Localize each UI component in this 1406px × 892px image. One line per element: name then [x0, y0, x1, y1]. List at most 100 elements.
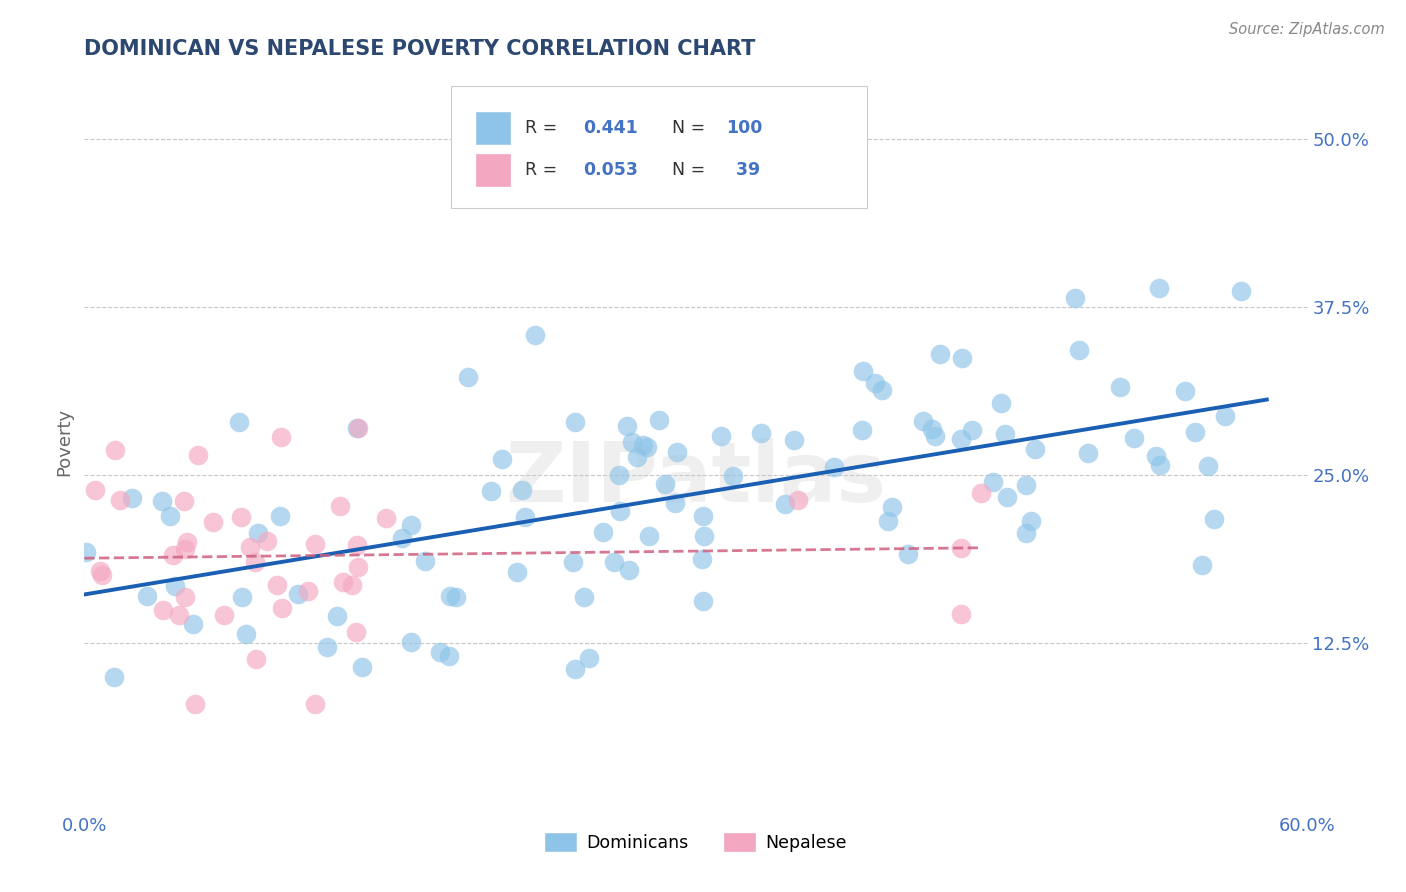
- Point: [150, 494, 173, 508]
- Point: [851, 424, 873, 438]
- Point: [90, 568, 112, 582]
- Point: [626, 450, 648, 464]
- Point: [721, 469, 744, 483]
- Point: [1015, 477, 1038, 491]
- Point: [287, 587, 309, 601]
- Point: [787, 493, 810, 508]
- Point: [245, 652, 267, 666]
- Point: [636, 441, 658, 455]
- Point: [995, 490, 1018, 504]
- Point: [1149, 458, 1171, 472]
- Point: [346, 538, 368, 552]
- Point: [960, 423, 983, 437]
- Text: ZIPatlas: ZIPatlas: [506, 438, 886, 519]
- Point: [228, 415, 250, 429]
- Point: [1184, 425, 1206, 440]
- FancyBboxPatch shape: [451, 87, 868, 209]
- Point: [654, 476, 676, 491]
- Point: [304, 697, 326, 711]
- Point: [121, 491, 143, 506]
- Text: Source: ZipAtlas.com: Source: ZipAtlas.com: [1229, 22, 1385, 37]
- Point: [89, 564, 111, 578]
- Point: [710, 429, 733, 443]
- Point: [162, 548, 184, 562]
- Point: [993, 426, 1015, 441]
- Point: [620, 435, 643, 450]
- Y-axis label: Poverty: Poverty: [55, 408, 73, 475]
- Point: [346, 421, 368, 435]
- Point: [103, 670, 125, 684]
- Point: [173, 542, 195, 557]
- Point: [269, 508, 291, 523]
- Point: [592, 524, 614, 539]
- Point: [247, 526, 270, 541]
- Point: [783, 434, 806, 448]
- Point: [108, 492, 131, 507]
- Point: [214, 607, 236, 622]
- Point: [876, 514, 898, 528]
- Point: [304, 537, 326, 551]
- Point: [152, 603, 174, 617]
- Point: [665, 445, 688, 459]
- Point: [231, 590, 253, 604]
- Point: [342, 578, 364, 592]
- Point: [693, 529, 716, 543]
- Point: [239, 540, 262, 554]
- Legend: Dominicans, Nepalese: Dominicans, Nepalese: [538, 826, 853, 859]
- Point: [457, 370, 479, 384]
- Point: [401, 635, 423, 649]
- Point: [616, 419, 638, 434]
- Point: [648, 413, 671, 427]
- Point: [950, 351, 973, 365]
- Point: [174, 591, 197, 605]
- Text: R =: R =: [524, 120, 562, 137]
- Point: [990, 395, 1012, 409]
- Point: [329, 500, 352, 514]
- Point: [104, 443, 127, 458]
- Point: [266, 577, 288, 591]
- Point: [880, 500, 903, 515]
- Text: 39: 39: [730, 161, 761, 178]
- Point: [344, 624, 367, 639]
- Point: [235, 627, 257, 641]
- Point: [187, 448, 209, 462]
- Point: [332, 575, 354, 590]
- Point: [374, 511, 396, 525]
- Point: [578, 650, 600, 665]
- Text: 100: 100: [727, 120, 763, 137]
- Point: [159, 508, 181, 523]
- Point: [1077, 446, 1099, 460]
- Point: [664, 496, 686, 510]
- Point: [981, 475, 1004, 490]
- Point: [347, 560, 370, 574]
- Point: [479, 483, 502, 498]
- Point: [523, 327, 546, 342]
- Point: [1149, 281, 1171, 295]
- Point: [950, 541, 973, 555]
- Point: [352, 659, 374, 673]
- Point: [1019, 514, 1042, 528]
- Point: [924, 429, 946, 443]
- Point: [949, 432, 972, 446]
- Point: [413, 554, 436, 568]
- Point: [1069, 343, 1091, 358]
- Point: [921, 421, 943, 435]
- Point: [325, 609, 347, 624]
- Text: 0.053: 0.053: [583, 161, 638, 178]
- Point: [256, 534, 278, 549]
- Text: N =: N =: [672, 120, 710, 137]
- Point: [631, 438, 654, 452]
- Point: [751, 426, 773, 441]
- Point: [970, 485, 993, 500]
- Point: [1204, 512, 1226, 526]
- Point: [75, 545, 97, 559]
- Point: [1108, 380, 1130, 394]
- Point: [84, 483, 107, 497]
- Point: [270, 430, 292, 444]
- Point: [491, 452, 513, 467]
- Point: [603, 555, 626, 569]
- Point: [1024, 442, 1046, 457]
- Point: [506, 566, 529, 580]
- Point: [564, 415, 586, 429]
- Point: [1144, 450, 1167, 464]
